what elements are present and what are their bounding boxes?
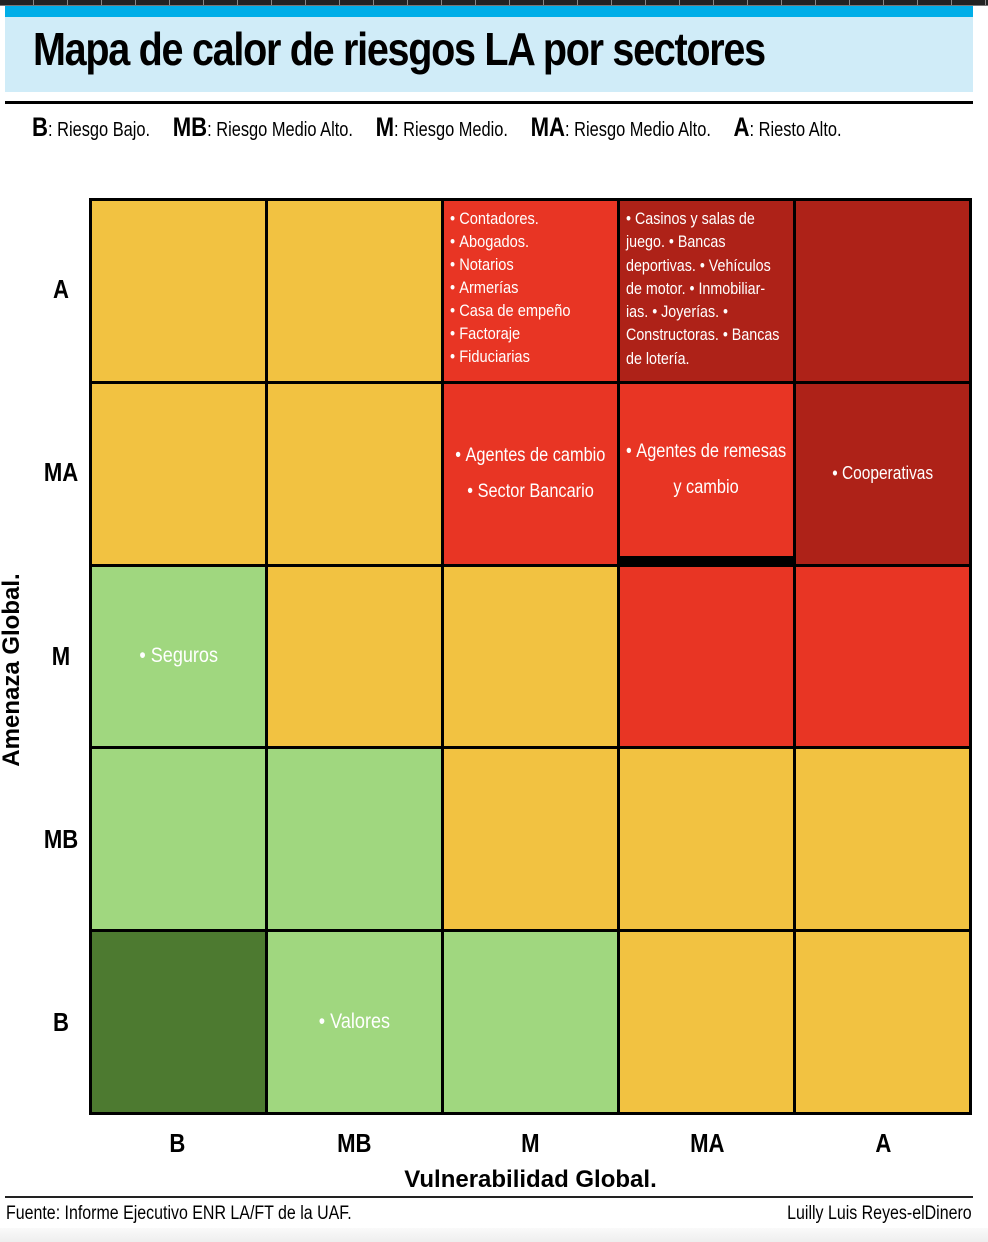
heatmap-cell-a-ma: • Casinos y salas de juego. • Bancas dep… [620, 201, 793, 381]
heatmap-cell-m-mb [268, 566, 441, 747]
chart-title: Mapa de calor de riesgos LA por sectores [33, 23, 766, 75]
heatmap-cell-a-a [796, 201, 969, 381]
sector-item: Contadores. [450, 207, 539, 230]
x-tick-label: MA [689, 1128, 725, 1158]
legend-item-ma: MA: Riesgo Medio Alto. [530, 112, 711, 142]
sector-item: Agentes de remesas [626, 434, 787, 470]
x-tick-label: B [169, 1128, 186, 1158]
sector-item: Valores [319, 1004, 390, 1040]
sector-item: Sector Bancario [467, 474, 594, 510]
heatmap-cell-mb-b [92, 749, 265, 930]
legend-item-b: B: Riesgo Bajo. [32, 112, 151, 142]
y-tick-label: B [53, 1007, 69, 1038]
heatmap-cell-mb-mb [268, 749, 441, 930]
x-tick-label: MB [336, 1128, 372, 1158]
author-credit: Luilly Luis Reyes-elDinero [787, 1203, 972, 1224]
heatmap-cell-ma-m: Agentes de cambioSector Bancario [444, 383, 617, 564]
y-axis-title: Amenaza Global. [0, 573, 25, 767]
x-tick-label: M [521, 1128, 540, 1158]
heatmap-cell-a-b [92, 201, 265, 381]
source-note: Fuente: Informe Ejecutivo ENR LA/FT de l… [6, 1203, 352, 1224]
bottom-edge [0, 1228, 988, 1242]
sector-item: Seguros [139, 638, 218, 674]
x-tick-label: A [875, 1128, 892, 1158]
heatmap-cell-a-mb [268, 201, 441, 381]
header-divider [5, 101, 973, 104]
heatmap-cell-b-ma [620, 932, 793, 1112]
heatmap-cell-ma-b [92, 383, 265, 564]
sector-item: Fiduciarias [450, 345, 530, 368]
risk-legend: B: Riesgo Bajo. MB: Riesgo Medio Alto. M… [32, 112, 860, 143]
footer-divider [5, 1196, 973, 1198]
sector-item: Abogados. [450, 230, 529, 253]
heatmap-cell-a-m: Contadores.Abogados.NotariosArmeríasCasa… [444, 201, 617, 381]
sector-item: y cambio [673, 476, 740, 498]
legend-item-m: M: Riesgo Medio. [375, 112, 508, 142]
sector-item: Agentes de cambio [455, 438, 606, 474]
heatmap-cell-m-ma [620, 566, 793, 747]
sector-item: Cooperativas [832, 462, 933, 485]
y-tick-label: MA [43, 457, 79, 488]
legend-item-mb: MB: Riesgo Medio Alto. [172, 112, 353, 142]
heatmap-cell-ma-mb [268, 383, 441, 564]
heatmap-cell-b-a [796, 932, 969, 1112]
title-band: Mapa de calor de riesgos LA por sectores [5, 6, 973, 92]
y-tick-label: A [53, 273, 69, 304]
ruler-bar [0, 0, 988, 6]
heatmap-cell-m-a [796, 566, 969, 747]
heatmap-cell-mb-m [444, 749, 617, 930]
heatmap-cell-m-b: Seguros [92, 566, 265, 747]
sector-item: Casa de empeño [450, 299, 570, 322]
sector-item: Factoraje [450, 322, 520, 345]
heatmap-grid: Contadores.Abogados.NotariosArmeríasCasa… [89, 198, 972, 1115]
y-tick-label: MB [43, 823, 79, 854]
heatmap-cell-m-m [444, 566, 617, 747]
heatmap-cell-ma-ma: Agentes de remesas y cambio [620, 383, 793, 556]
sector-item: Notarios [450, 253, 513, 276]
heatmap-cell-mb-ma [620, 749, 793, 930]
heatmap-cell-b-mb: Valores [268, 932, 441, 1112]
heatmap-cell-b-m [444, 932, 617, 1112]
heatmap-cell-ma-a: Cooperativas [796, 383, 969, 564]
heatmap-cell-mb-a [796, 749, 969, 930]
x-axis-title: Vulnerabilidad Global. [404, 1166, 657, 1193]
sector-item: Armerías [450, 276, 518, 299]
heatmap-cell-b-b [92, 932, 265, 1112]
legend-item-a: A: Riesto Alto. [733, 112, 842, 142]
cell-sector-list: • Casinos y salas de juego. • Bancas dep… [626, 209, 780, 368]
title-accent-strip [5, 6, 973, 17]
y-tick-label: M [51, 640, 71, 671]
